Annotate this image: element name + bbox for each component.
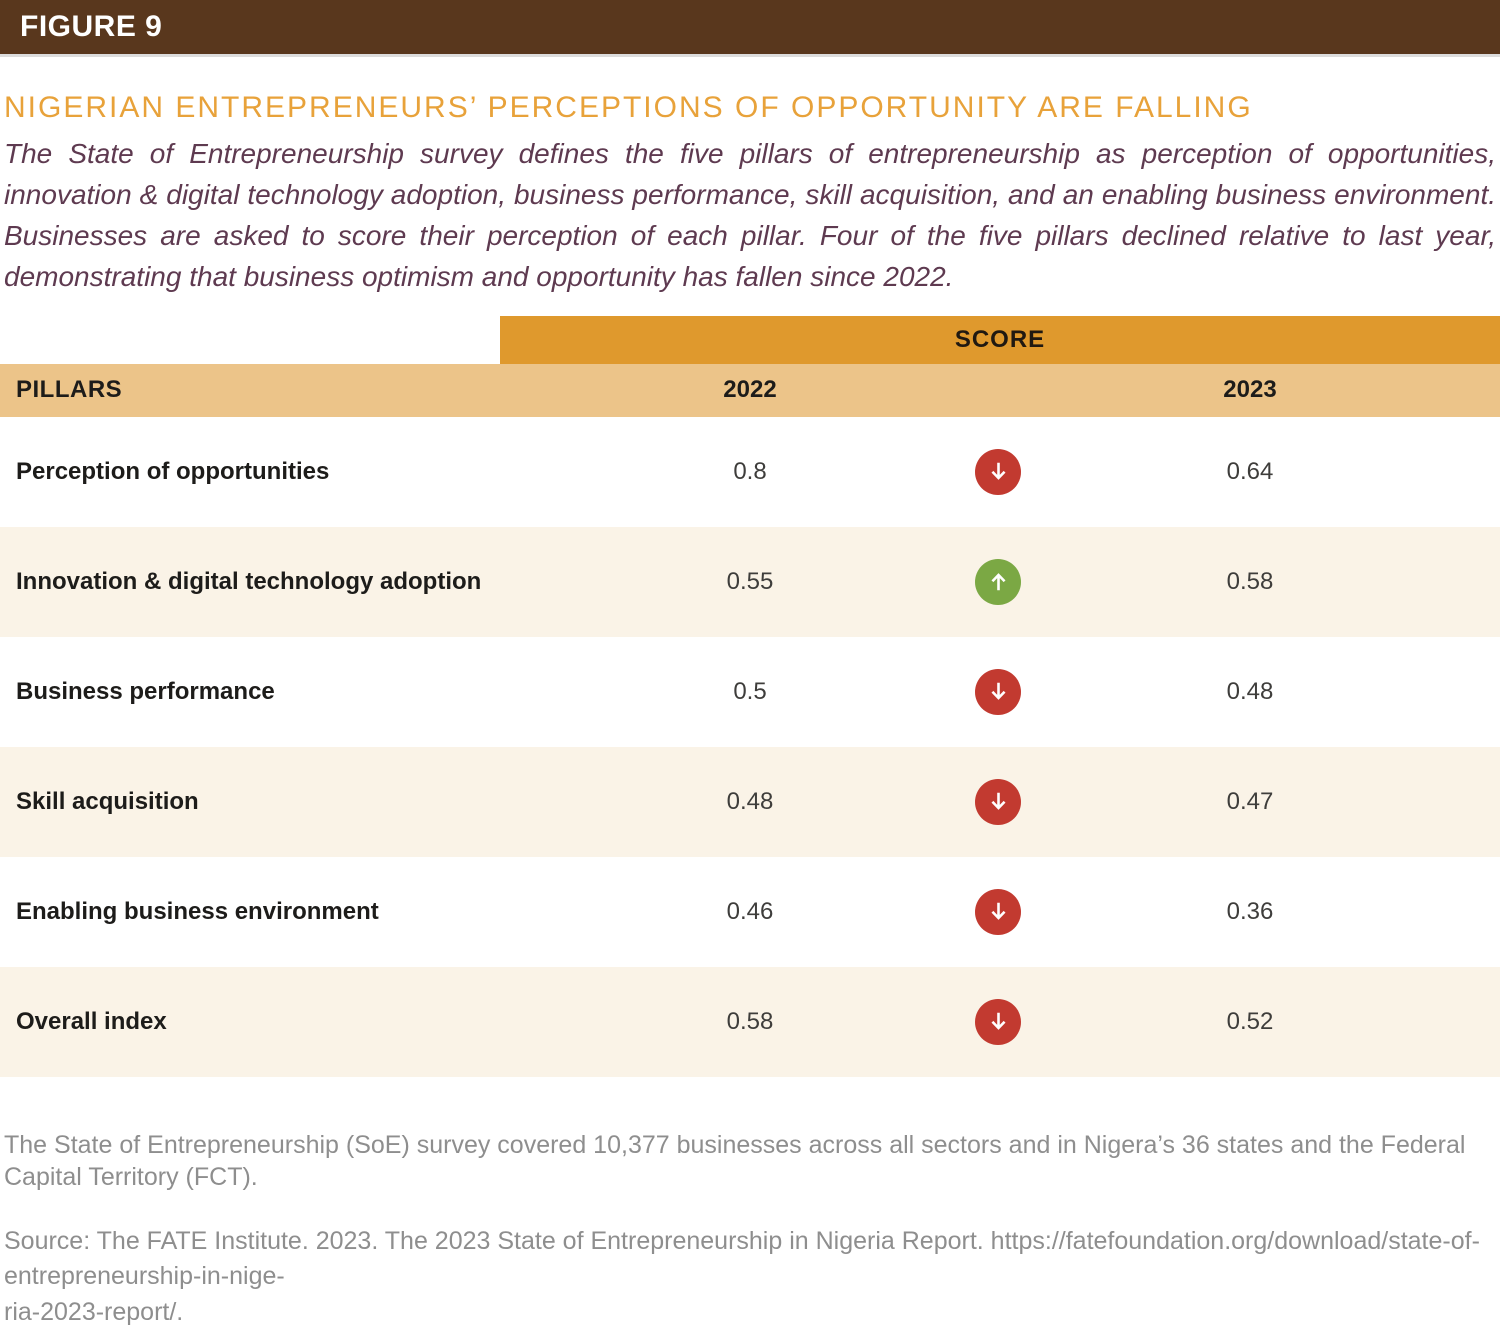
column-header-2023: 2023	[1000, 376, 1500, 404]
score-group-header: SCORE	[500, 316, 1500, 364]
source-note: Source: The FATE Institute. 2023. The 20…	[0, 1224, 1500, 1330]
score-2022-value: 0.58	[500, 1008, 1000, 1036]
source-line-1: Source: The FATE Institute. 2023. The 20…	[4, 1227, 1480, 1291]
score-2023-value: 0.58	[1000, 568, 1500, 596]
score-2022-value: 0.46	[500, 898, 1000, 926]
trend-up-icon	[975, 559, 1021, 605]
pillar-label: Innovation & digital technology adoption	[0, 568, 500, 596]
score-2022-value: 0.48	[500, 788, 1000, 816]
table-column-headers: PILLARS 2022 2023	[0, 364, 1500, 417]
pillar-label: Perception of opportunities	[0, 458, 500, 486]
pillar-label: Enabling business environment	[0, 898, 500, 926]
figure-description: The State of Entrepreneurship survey def…	[0, 134, 1500, 298]
group-header-spacer	[0, 316, 500, 364]
page-title: NIGERIAN ENTREPRENEURS’ PERCEPTIONS OF O…	[0, 91, 1500, 125]
pillar-label: Business performance	[0, 678, 500, 706]
score-table: SCORE PILLARS 2022 2023 Perception of op…	[0, 316, 1500, 1077]
score-2023-value: 0.36	[1000, 898, 1500, 926]
table-row: Business performance 0.5 0.48	[0, 637, 1500, 747]
pillar-label: Overall index	[0, 1008, 500, 1036]
pillar-label: Skill acquisition	[0, 788, 500, 816]
source-line-2: ria-2023-report/.	[4, 1298, 183, 1326]
trend-down-icon	[975, 669, 1021, 715]
score-2023-value: 0.64	[1000, 458, 1500, 486]
trend-down-icon	[975, 999, 1021, 1045]
survey-note: The State of Entrepreneurship (SoE) surv…	[0, 1129, 1500, 1194]
score-2022-value: 0.8	[500, 458, 1000, 486]
trend-down-icon	[975, 889, 1021, 935]
table-row: Innovation & digital technology adoption…	[0, 527, 1500, 637]
score-group-header-band: SCORE	[0, 316, 1500, 364]
table-row: Skill acquisition 0.48 0.47	[0, 747, 1500, 857]
score-2023-value: 0.52	[1000, 1008, 1500, 1036]
trend-down-icon	[975, 449, 1021, 495]
score-2023-value: 0.48	[1000, 678, 1500, 706]
table-row: Enabling business environment 0.46 0.36	[0, 857, 1500, 967]
column-header-2022: 2022	[500, 376, 1000, 404]
score-2022-value: 0.55	[500, 568, 1000, 596]
figure-label: FIGURE 9	[20, 10, 162, 44]
figure-label-bar: FIGURE 9	[0, 0, 1500, 57]
score-2022-value: 0.5	[500, 678, 1000, 706]
column-header-pillars: PILLARS	[0, 376, 500, 404]
score-2023-value: 0.47	[1000, 788, 1500, 816]
table-row: Perception of opportunities 0.8 0.64	[0, 417, 1500, 527]
table-row: Overall index 0.58 0.52	[0, 967, 1500, 1077]
trend-down-icon	[975, 779, 1021, 825]
